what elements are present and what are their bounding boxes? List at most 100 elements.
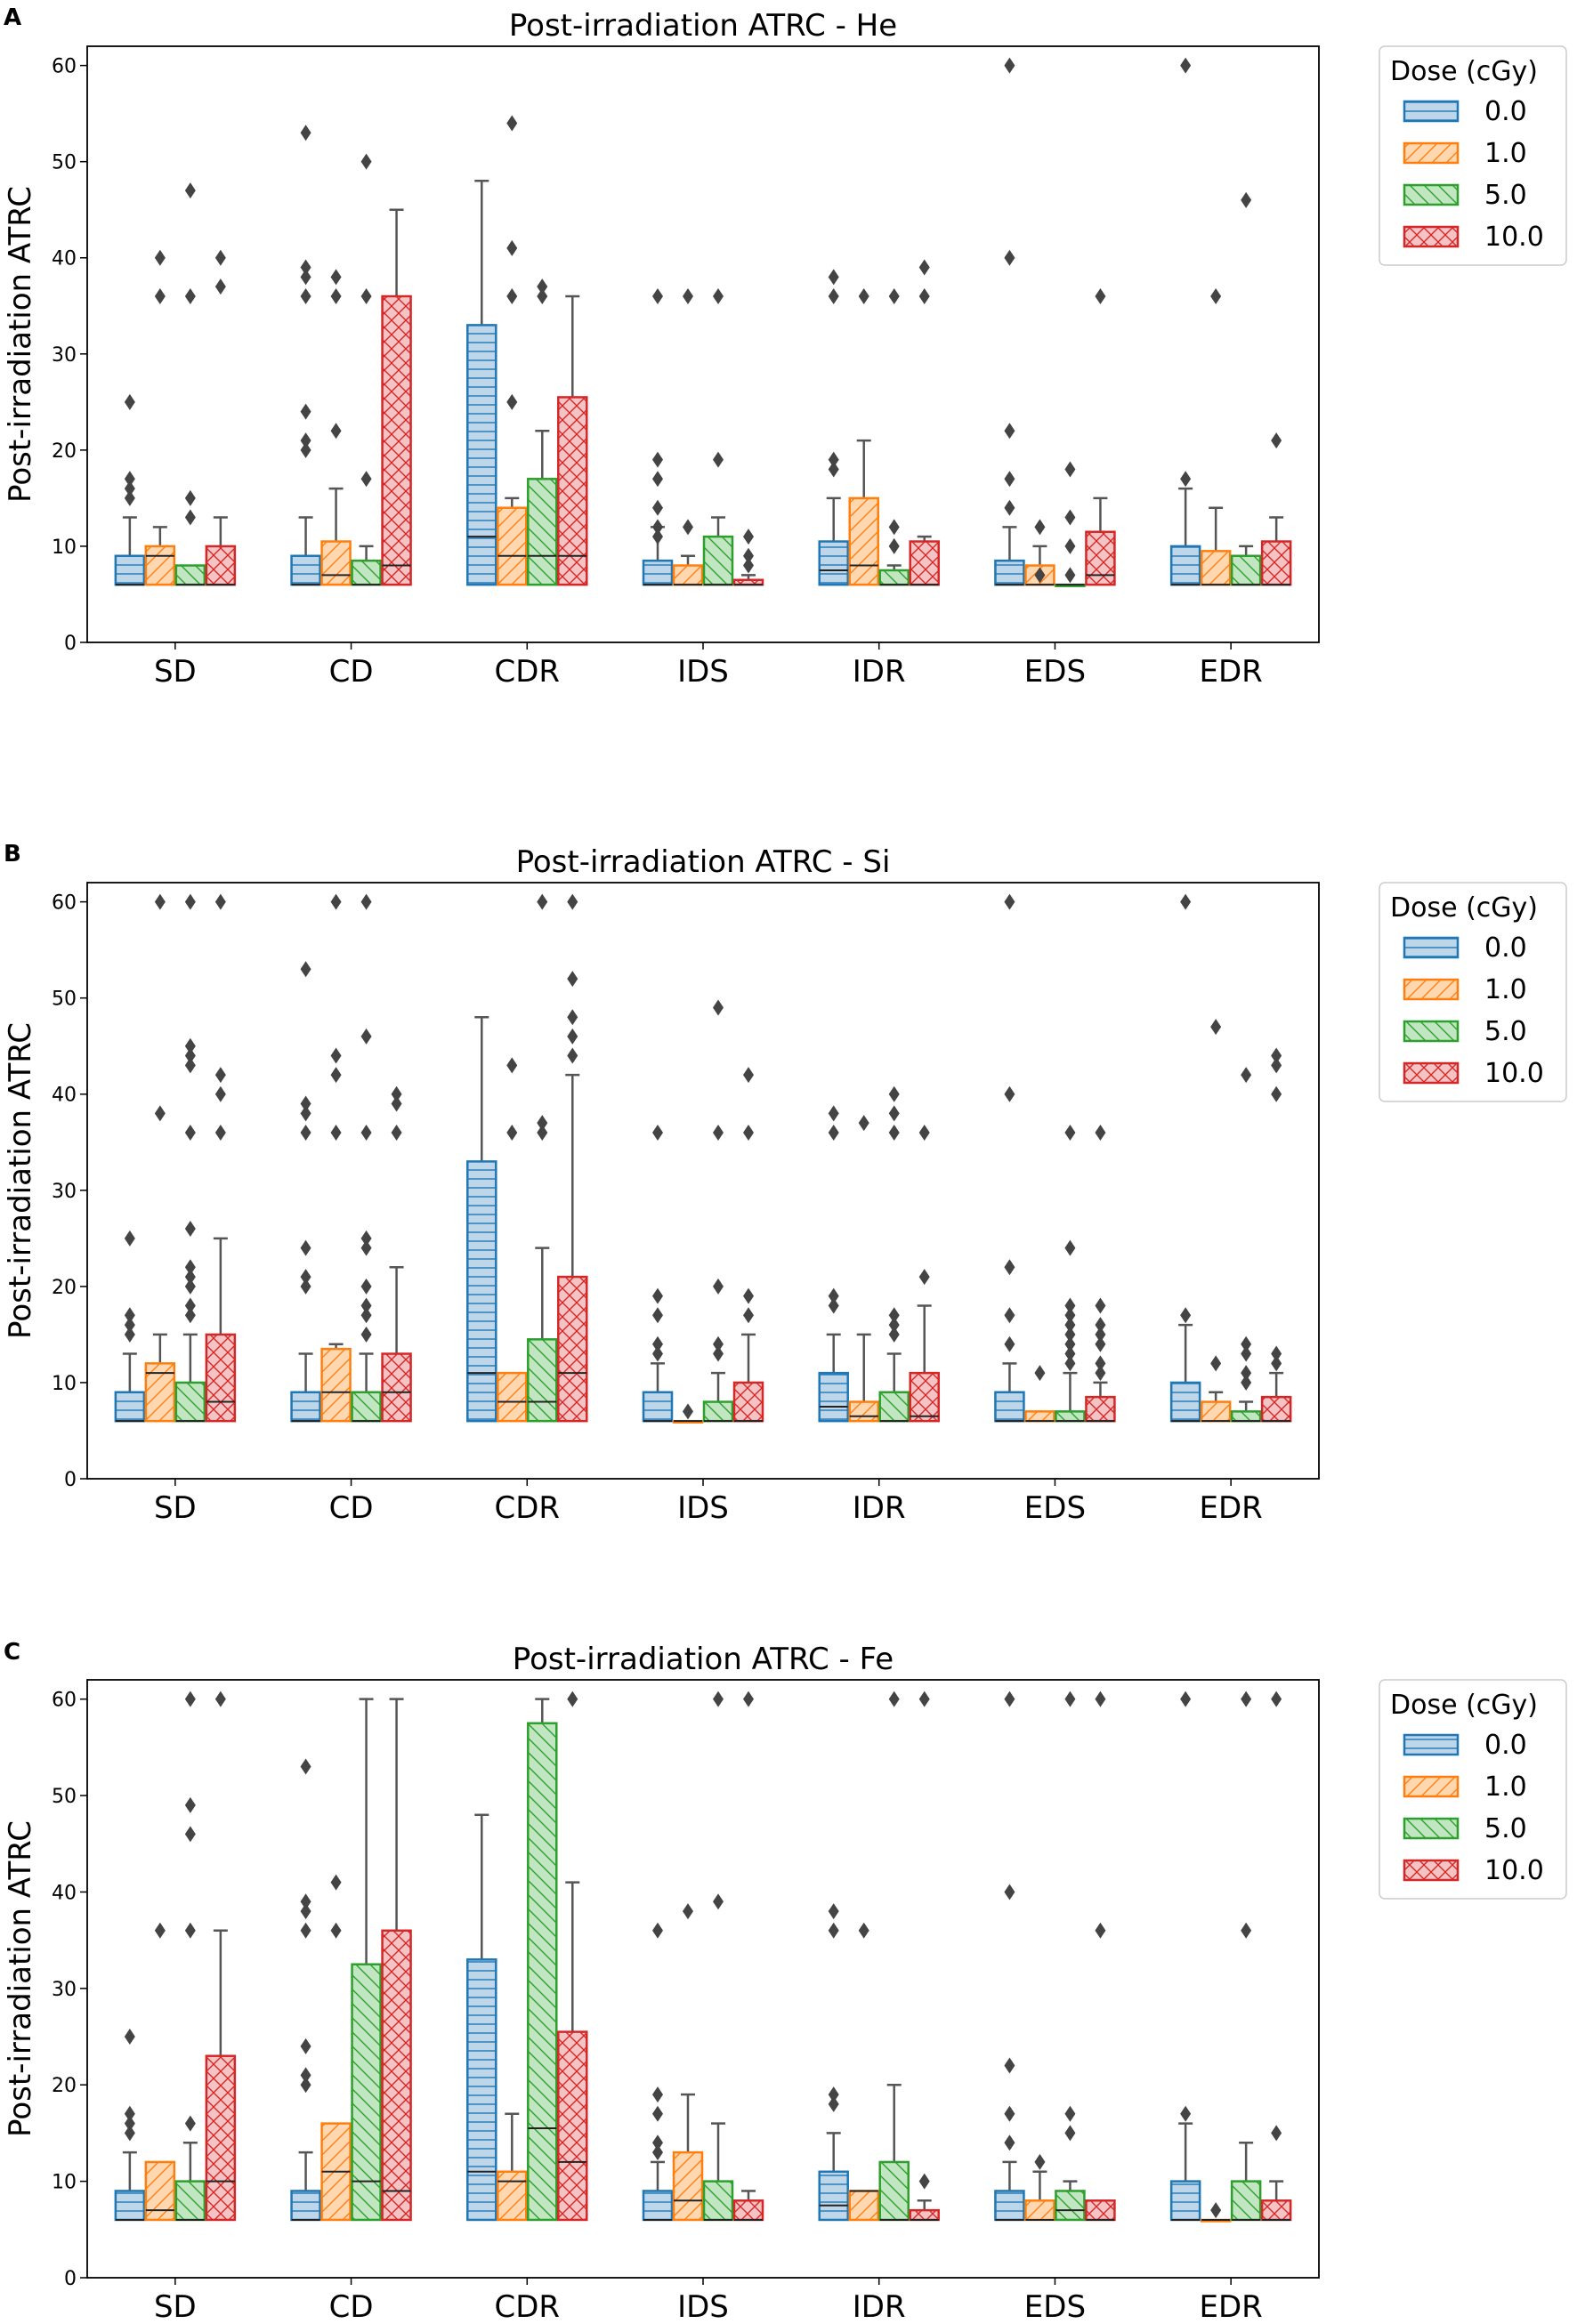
outlier-point xyxy=(652,499,663,516)
box-sd-dose-5_0 xyxy=(174,893,206,1423)
box-edr-dose-5_0 xyxy=(1230,1691,1262,2222)
outlier-point xyxy=(1095,1335,1106,1352)
box-eds-dose-0_0 xyxy=(994,1691,1025,2222)
outlier-point xyxy=(1210,287,1222,304)
outlier-point xyxy=(184,1691,196,1707)
outlier-point xyxy=(888,1105,900,1122)
outlier-point xyxy=(828,1287,839,1304)
x-tick-label-sd: SD xyxy=(154,654,197,690)
outlier-point xyxy=(1210,1019,1222,1036)
outlier-point xyxy=(1064,1335,1076,1352)
box-body xyxy=(642,1391,674,1423)
box-body xyxy=(878,1391,910,1423)
y-tick-label: 10 xyxy=(52,2172,77,2194)
box-ids-dose-5_0 xyxy=(702,999,734,1423)
x-tick-label-idr: IDR xyxy=(853,1490,906,1526)
legend-label: 1.0 xyxy=(1484,1771,1527,1803)
box-body xyxy=(878,2160,910,2222)
outlier-point xyxy=(300,1278,311,1295)
outlier-point xyxy=(300,259,311,276)
legend-swatch xyxy=(1403,225,1460,248)
outlier-point xyxy=(1064,1239,1076,1256)
outlier-point xyxy=(300,403,311,420)
y-tick-label: 50 xyxy=(52,152,77,174)
y-tick-label: 60 xyxy=(52,892,77,915)
box-body xyxy=(818,1371,849,1423)
legend-swatch xyxy=(1403,936,1460,959)
panel-C: C Post-irradiation ATRC - Fe Post-irradiat… xyxy=(3,1639,1567,2324)
y-tick-label: 30 xyxy=(52,1979,77,2001)
box-cdr-dose-1_0 xyxy=(497,115,528,586)
outlier-point xyxy=(300,1239,311,1256)
box-cd-dose-0_0 xyxy=(290,961,321,1423)
outlier-point xyxy=(1241,1335,1252,1352)
legend-swatch xyxy=(1403,1859,1460,1882)
box-body xyxy=(732,1381,764,1423)
box-body xyxy=(642,2190,674,2222)
outlier-point xyxy=(184,1057,196,1074)
box-idr-dose-1_0 xyxy=(848,1115,879,1423)
outlier-point xyxy=(184,1221,196,1238)
outlier-point xyxy=(652,1307,663,1324)
outlier-point xyxy=(652,529,663,545)
box-body xyxy=(642,559,674,586)
box-eds-dose-1_0 xyxy=(1024,2153,1055,2222)
x-tick-label-sd: SD xyxy=(154,1490,197,1526)
outlier-point xyxy=(184,1124,196,1141)
outlier-point xyxy=(652,2144,663,2161)
outlier-point xyxy=(184,287,196,304)
outlier-point xyxy=(1004,1259,1015,1276)
outlier-point xyxy=(713,1278,724,1295)
box-idr-dose-5_0 xyxy=(878,1691,910,2222)
outlier-point xyxy=(184,489,196,506)
outlier-point xyxy=(300,1269,311,1286)
y-tick-label: 30 xyxy=(52,344,77,367)
y-tick-label: 40 xyxy=(52,1085,77,1107)
outlier-point xyxy=(1271,1057,1282,1074)
box-ids-dose-1_0 xyxy=(672,287,704,586)
outlier-point xyxy=(1064,461,1076,478)
outlier-point xyxy=(537,1115,548,1132)
outlier-point xyxy=(330,1047,342,1064)
outlier-point xyxy=(300,2038,311,2054)
y-tick-label: 60 xyxy=(52,1690,77,1712)
outlier-point xyxy=(1004,1307,1015,1324)
box-body xyxy=(1230,1410,1262,1423)
outlier-point xyxy=(828,1297,839,1314)
outlier-point xyxy=(124,1230,135,1247)
box-body xyxy=(909,540,940,586)
y-tick-label: 40 xyxy=(52,248,77,270)
box-body xyxy=(320,540,352,586)
box-body xyxy=(1200,550,1232,586)
x-tick-label-eds: EDS xyxy=(1024,2289,1086,2324)
y-tick-label: 0 xyxy=(64,633,77,655)
outlier-point xyxy=(567,971,578,988)
outlier-point xyxy=(652,2105,663,2122)
outlier-point xyxy=(652,1922,663,1939)
outlier-point xyxy=(713,1345,724,1362)
outlier-point xyxy=(300,2077,311,2094)
box-cd-dose-1_0 xyxy=(320,269,352,586)
box-ids-dose-0_0 xyxy=(642,1922,674,2222)
box-body xyxy=(527,478,558,586)
outlier-point xyxy=(743,1287,754,1304)
box-body xyxy=(1024,1410,1055,1423)
box-body xyxy=(1230,554,1262,586)
box-body xyxy=(497,506,528,586)
y-tick-label: 40 xyxy=(52,1882,77,1904)
outlier-point xyxy=(184,1307,196,1324)
outlier-point xyxy=(300,1922,311,1939)
outlier-point xyxy=(1095,1317,1106,1334)
legend-label: 0.0 xyxy=(1484,96,1527,127)
outlier-point xyxy=(858,1922,869,1939)
legend-swatch xyxy=(1403,1817,1460,1840)
box-eds-dose-0_0 xyxy=(994,57,1025,586)
outlier-point xyxy=(1241,1365,1252,1382)
outlier-point xyxy=(713,287,724,304)
legend: Dose (cGy) 0.0 1.0 5.0 10.0 xyxy=(1379,882,1567,1102)
outlier-point xyxy=(1095,1297,1106,1314)
outlier-point xyxy=(537,287,548,304)
box-body xyxy=(114,2190,146,2222)
box-body xyxy=(174,1381,206,1423)
